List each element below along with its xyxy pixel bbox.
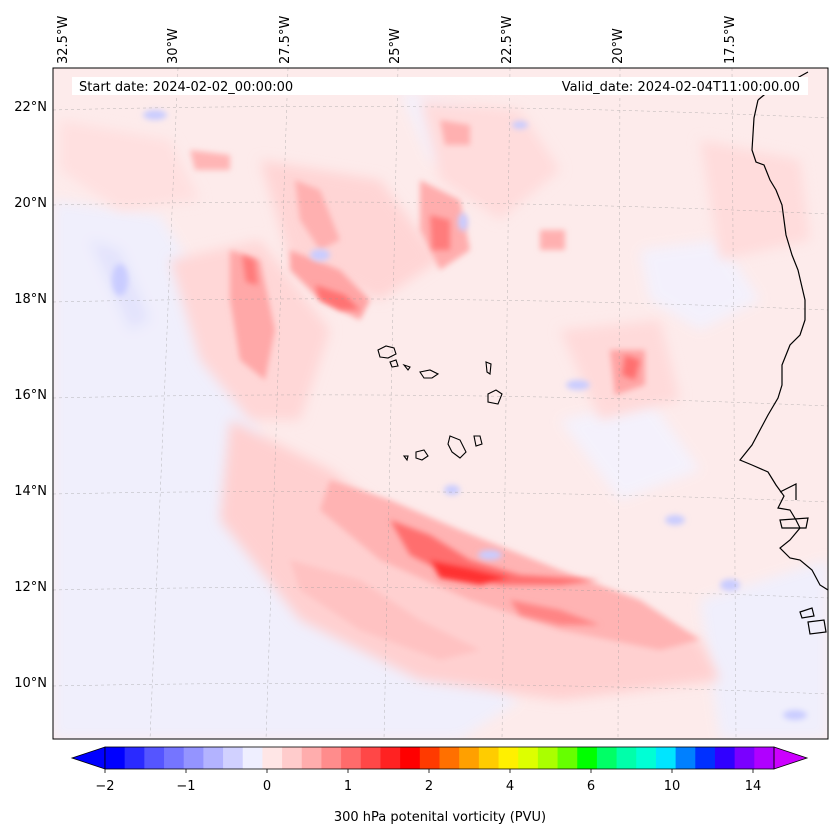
- colorbar-tick-label: 4: [506, 779, 514, 794]
- colorbar-tick-label: −1: [176, 779, 195, 794]
- colorbar-swatch: [754, 747, 775, 769]
- lat-label: 16°N: [14, 388, 47, 403]
- colorbar-tick-labels: −2 −1 0 1 2 4 6 10 14: [95, 779, 761, 794]
- lon-label: 27.5°W: [278, 16, 293, 64]
- colorbar-swatch: [478, 747, 500, 769]
- colorbar-tick-label: −2: [95, 779, 114, 794]
- colorbar-over-arrow: [773, 746, 809, 770]
- colorbar-swatch: [557, 747, 578, 769]
- header-band: [72, 77, 808, 95]
- colorbar-tick-label: 2: [425, 779, 433, 794]
- lat-label: 10°N: [14, 676, 47, 691]
- map-border: [52, 67, 829, 740]
- sao-vicente: [389, 359, 399, 368]
- santo-antao: [377, 345, 397, 359]
- colorbar-swatch: [655, 747, 677, 769]
- colorbar-swatch: [242, 747, 263, 769]
- colorbar-tick-label: 14: [745, 779, 762, 794]
- santiago: [447, 435, 467, 459]
- colorbar-swatch: [282, 747, 303, 769]
- colorbar-swatch: [164, 747, 185, 769]
- colorbar-swatch: [183, 747, 204, 769]
- coastline: [739, 71, 828, 635]
- colorbar-swatch: [360, 747, 381, 769]
- colorbar-border: [104, 746, 775, 770]
- lon-label: 32.5°W: [56, 16, 71, 64]
- start-date-label: Start date: 2024-02-02_00:00:00: [79, 80, 293, 95]
- colorbar-ticks: [104, 769, 754, 773]
- boa-vista: [487, 389, 503, 405]
- latitude-labels: 22°N 20°N 18°N 16°N 14°N 12°N 10°N: [14, 100, 47, 691]
- colorbar-swatch: [105, 747, 126, 769]
- colorbar-tick-label: 10: [664, 779, 681, 794]
- colorbar-swatch: [616, 747, 637, 769]
- colorbar-swatch: [400, 747, 421, 769]
- colorbar-swatch: [380, 747, 401, 769]
- africa-coast: [739, 99, 828, 591]
- colorbar-title: 300 hPa potenital vorticity (PVU): [334, 810, 546, 825]
- colorbar-swatch: [124, 747, 145, 769]
- lat-label: 20°N: [14, 196, 47, 211]
- graticule: [53, 68, 828, 739]
- valid-date-label: Valid_date: 2024-02-04T11:00:00.00: [562, 80, 800, 95]
- longitude-labels: 32.5°W 30°W 27.5°W 25°W 22.5°W 20°W 17.5…: [56, 16, 738, 64]
- fogo: [415, 449, 429, 461]
- colorbar-swatch: [714, 747, 736, 769]
- sao-nicolau: [419, 369, 440, 379]
- colorbar-swatch: [459, 747, 480, 769]
- colorbar-swatches: [105, 747, 775, 769]
- colorbar-swatch: [537, 747, 559, 769]
- pv-negative-speckles: [112, 110, 807, 720]
- colorbar-swatch: [439, 747, 460, 769]
- colorbar-swatch: [203, 747, 224, 769]
- colorbar-tick-label: 1: [344, 779, 352, 794]
- colorbar-under-arrow: [70, 746, 106, 770]
- colorbar-swatch: [144, 747, 165, 769]
- lon-label: 30°W: [166, 28, 181, 64]
- colorbar-swatch: [695, 747, 716, 769]
- lon-label: 22.5°W: [500, 16, 515, 64]
- cape-verde-islands: [377, 345, 503, 462]
- colorbar-tick-label: 0: [263, 779, 271, 794]
- colorbar-swatch: [223, 747, 244, 769]
- lat-label: 18°N: [14, 292, 47, 307]
- colorbar-swatch: [675, 747, 696, 769]
- lon-label: 20°W: [611, 28, 626, 64]
- colorbar-tick-label: 6: [587, 779, 595, 794]
- colorbar-swatch: [301, 747, 322, 769]
- lat-label: 22°N: [14, 100, 47, 115]
- map-panel: [53, 68, 828, 739]
- lon-label: 17.5°W: [723, 16, 738, 64]
- colorbar-swatch: [419, 747, 440, 769]
- lat-label: 12°N: [14, 580, 47, 595]
- pv-high-regions: [242, 215, 640, 625]
- lon-label: 25°W: [388, 28, 403, 64]
- lat-label: 14°N: [14, 484, 47, 499]
- sal: [485, 361, 492, 375]
- colorbar-swatch: [734, 747, 755, 769]
- colorbar-swatch: [321, 747, 342, 769]
- maio: [473, 435, 483, 447]
- colorbar-swatch: [636, 747, 657, 769]
- colorbar-swatch: [498, 747, 519, 769]
- colorbar-swatch: [518, 747, 539, 769]
- colorbar-swatch: [577, 747, 598, 769]
- colorbar: −2 −1 0 1 2 4 6 10 14 300 hPa potenital …: [70, 746, 809, 825]
- colorbar-swatch: [262, 747, 283, 769]
- colorbar-swatch: [596, 747, 618, 769]
- colorbar-swatch: [341, 747, 362, 769]
